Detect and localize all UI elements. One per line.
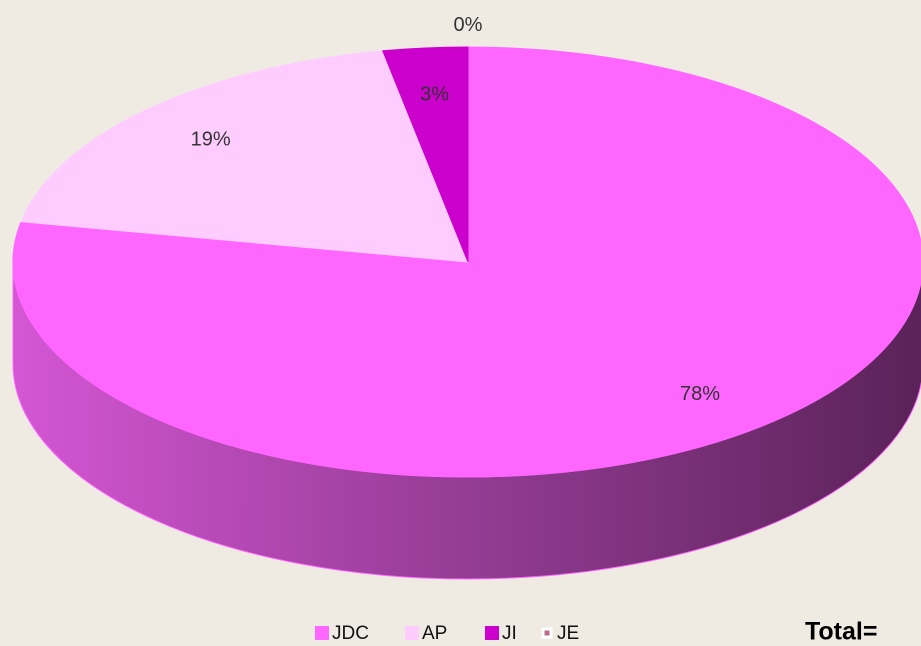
legend-swatch xyxy=(405,626,419,640)
legend-swatch xyxy=(485,626,499,640)
legend-label: JDC xyxy=(332,623,369,644)
data-label: 19% xyxy=(191,129,231,151)
pie-slice xyxy=(382,46,469,263)
legend-swatch xyxy=(541,627,553,639)
pie-slice xyxy=(20,50,469,263)
total-annotation: Total= xyxy=(805,618,877,646)
data-label: 0% xyxy=(454,14,483,36)
data-label: 3% xyxy=(420,83,449,105)
data-label: 78% xyxy=(680,383,720,405)
legend-label: AP xyxy=(422,623,447,644)
legend-swatch xyxy=(315,626,329,640)
legend-label: JI xyxy=(502,623,517,644)
legend-label: JE xyxy=(557,623,579,644)
